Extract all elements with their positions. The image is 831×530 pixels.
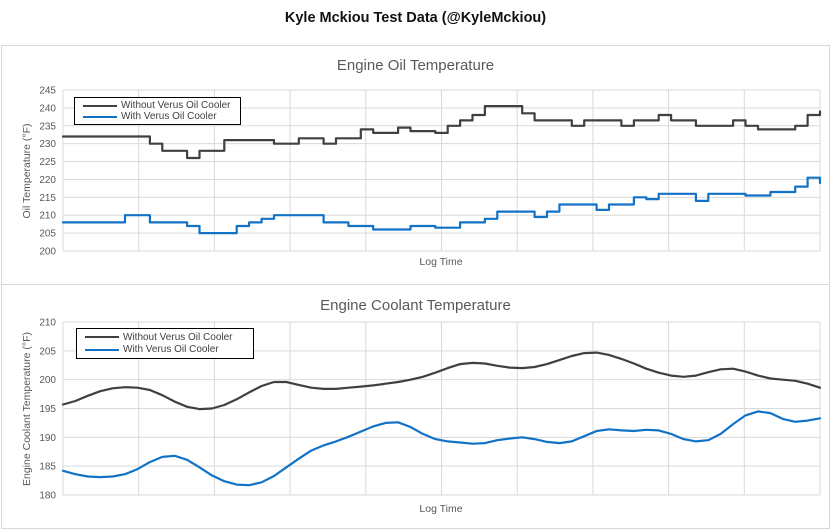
y-tick-label: 200	[39, 247, 56, 258]
coolant-temperature-chart: Engine Coolant Temperature Engine Coolan…	[1, 284, 830, 529]
y-tick-label: 220	[39, 175, 56, 186]
series-line-with-verus	[61, 176, 822, 235]
y-tick-label: 235	[39, 121, 56, 132]
y-tick-label: 195	[39, 404, 56, 415]
legend-label: Without Verus Oil Cooler	[123, 331, 233, 343]
legend-row: With Verus Oil Cooler	[83, 111, 234, 122]
oil-chart-title: Engine Oil Temperature	[336, 57, 495, 74]
with-verus-line-swatch	[83, 115, 117, 118]
with-verus-line-swatch	[85, 348, 119, 351]
oil-chart-plot: 200 205 210 215 220 225 230 235 240 245	[39, 86, 822, 258]
y-tick-label: 245	[39, 86, 56, 97]
oil-chart-legend: Without Verus Oil Cooler With Verus Oil …	[74, 97, 241, 125]
y-tick-label: 180	[39, 491, 56, 502]
series-line-with-verus	[61, 410, 822, 487]
coolant-chart-title: Engine Coolant Temperature	[320, 297, 511, 314]
legend-label: With Verus Oil Cooler	[123, 344, 219, 356]
legend-label: With Verus Oil Cooler	[121, 111, 217, 122]
without-verus-line-swatch	[83, 104, 117, 107]
legend-row: Without Verus Oil Cooler	[85, 331, 247, 344]
coolant-x-axis-title: Log Time	[419, 503, 463, 515]
gridlines	[62, 89, 821, 252]
legend-row: Without Verus Oil Cooler	[83, 100, 234, 111]
y-tick-label: 205	[39, 346, 56, 357]
oil-temperature-chart: Engine Oil Temperature Oil Temperature (…	[1, 45, 830, 285]
y-tick-label: 230	[39, 139, 56, 150]
y-tick-label: 205	[39, 229, 56, 240]
y-tick-label: 185	[39, 462, 56, 473]
y-tick-label: 225	[39, 157, 56, 168]
y-tick-label: 190	[39, 433, 56, 444]
oil-x-axis-title: Log Time	[419, 256, 463, 268]
legend-label: Without Verus Oil Cooler	[121, 100, 231, 111]
y-tick-label: 210	[39, 211, 56, 222]
coolant-chart-legend: Without Verus Oil Cooler With Verus Oil …	[76, 328, 254, 359]
y-tick-label: 240	[39, 103, 56, 114]
coolant-chart-plot: 180 185 190 195 200 205 210	[39, 318, 822, 502]
series-line-without-verus	[61, 105, 822, 160]
legend-row: With Verus Oil Cooler	[85, 344, 247, 357]
without-verus-line-swatch	[85, 336, 119, 339]
series-line-without-verus	[61, 351, 822, 411]
page-title: Kyle Mckiou Test Data (@KyleMckiou)	[284, 10, 547, 26]
y-tick-label: 200	[39, 375, 56, 386]
y-tick-label: 210	[39, 318, 56, 329]
y-tick-label: 215	[39, 193, 56, 204]
